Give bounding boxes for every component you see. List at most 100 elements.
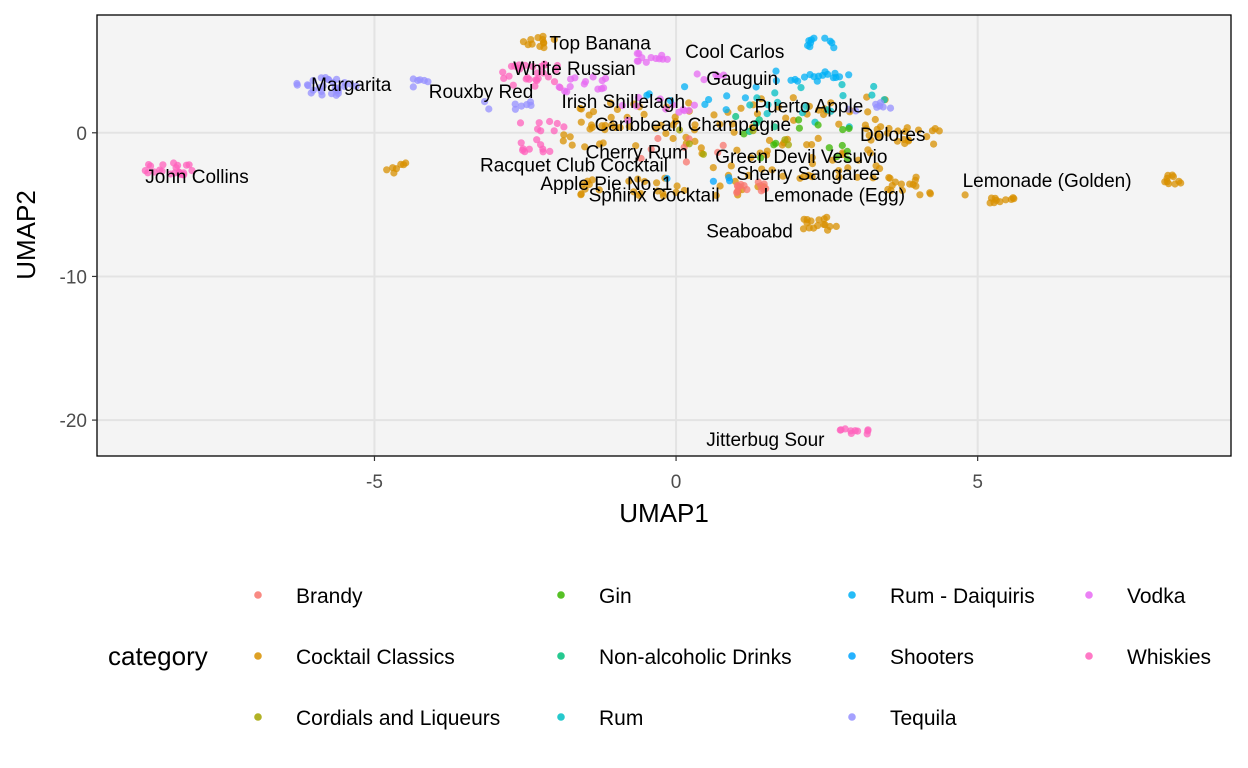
data-point xyxy=(567,75,575,83)
grid-lines xyxy=(97,15,1231,456)
data-point xyxy=(802,102,810,110)
data-point xyxy=(830,44,838,52)
data-point xyxy=(800,173,808,181)
data-point xyxy=(808,173,816,181)
legend-item: Cocktail Classics xyxy=(254,646,455,669)
legend-label: Rum - Daiquiris xyxy=(890,585,1035,608)
data-point xyxy=(826,222,834,231)
data-point xyxy=(799,225,808,233)
data-point xyxy=(719,141,727,149)
data-point xyxy=(303,81,312,89)
data-point xyxy=(926,190,935,198)
data-point xyxy=(791,75,799,84)
data-point xyxy=(690,101,699,109)
point-label: Apple Pie No. 1 xyxy=(540,174,672,195)
data-point xyxy=(663,55,671,63)
data-point xyxy=(797,84,805,92)
data-point xyxy=(891,178,900,186)
legend-label: Cordials and Liqueurs xyxy=(296,707,500,730)
data-point xyxy=(824,70,832,78)
y-tick-label: 0 xyxy=(76,124,87,145)
legend-item: Shooters xyxy=(848,646,974,669)
data-point xyxy=(598,85,606,93)
data-point xyxy=(853,173,861,181)
data-point xyxy=(839,126,847,134)
data-point xyxy=(607,113,615,121)
data-point xyxy=(144,169,152,177)
data-point xyxy=(553,119,561,128)
data-point xyxy=(815,106,823,114)
data-point xyxy=(863,430,871,438)
legend-key xyxy=(1085,652,1093,660)
data-point xyxy=(550,78,559,86)
legend-key xyxy=(848,652,856,660)
data-point xyxy=(823,106,832,114)
data-point xyxy=(1168,171,1176,179)
data-point xyxy=(745,171,753,179)
data-point xyxy=(753,110,762,118)
data-point xyxy=(699,150,708,158)
data-point xyxy=(529,63,537,71)
data-point xyxy=(624,116,632,124)
data-point xyxy=(772,67,780,75)
point-label: Lemonade (Egg) xyxy=(764,186,906,207)
data-point xyxy=(519,145,527,153)
data-point xyxy=(541,61,549,69)
data-point xyxy=(397,160,405,168)
data-point xyxy=(852,107,860,115)
data-point xyxy=(826,37,834,45)
data-point xyxy=(873,125,881,133)
data-point xyxy=(662,129,670,137)
legend-label: Brandy xyxy=(296,585,363,608)
data-point xyxy=(647,145,655,153)
data-point xyxy=(823,213,831,221)
data-point xyxy=(733,146,741,154)
data-point xyxy=(634,93,643,102)
data-point xyxy=(778,141,786,149)
data-point xyxy=(716,120,724,128)
data-point xyxy=(869,174,877,182)
data-point xyxy=(893,137,902,145)
data-point xyxy=(544,73,553,81)
point-label: Seaboabd xyxy=(706,221,793,242)
data-point xyxy=(854,156,863,164)
legend-label: Gin xyxy=(599,585,632,608)
data-point xyxy=(672,188,680,196)
data-point xyxy=(560,131,568,139)
data-point xyxy=(747,154,755,162)
data-point xyxy=(757,154,765,162)
data-point xyxy=(332,91,340,99)
data-point xyxy=(680,107,689,115)
data-point xyxy=(838,141,846,150)
data-point xyxy=(618,101,627,110)
data-point xyxy=(414,76,422,85)
legend-item: Cordials and Liqueurs xyxy=(254,707,500,730)
point-label: Sphinx Cocktail xyxy=(589,186,720,207)
data-point xyxy=(550,127,558,135)
data-point xyxy=(637,154,645,163)
x-axis-title: UMAP1 xyxy=(619,498,709,528)
panel-border xyxy=(96,14,1232,457)
point-label: Dolores xyxy=(860,125,925,146)
data-point xyxy=(727,162,735,170)
legend-label: Cocktail Classics xyxy=(296,646,455,669)
legend-item: Gin xyxy=(557,585,632,608)
data-point xyxy=(657,121,665,129)
point-label: Lemonade (Golden) xyxy=(963,171,1132,192)
point-label: Puerto Apple xyxy=(754,96,863,117)
data-point xyxy=(522,75,530,83)
data-point xyxy=(772,77,781,85)
data-point xyxy=(643,91,651,99)
data-point xyxy=(843,147,851,155)
data-point xyxy=(883,129,892,137)
data-point xyxy=(533,136,541,144)
data-point xyxy=(710,111,718,119)
data-point xyxy=(725,174,733,182)
data-point xyxy=(516,119,525,127)
data-point xyxy=(517,102,526,110)
data-point xyxy=(611,123,620,131)
data-point xyxy=(757,182,765,190)
data-point xyxy=(511,105,519,113)
data-point xyxy=(798,109,807,117)
data-point xyxy=(906,180,914,188)
